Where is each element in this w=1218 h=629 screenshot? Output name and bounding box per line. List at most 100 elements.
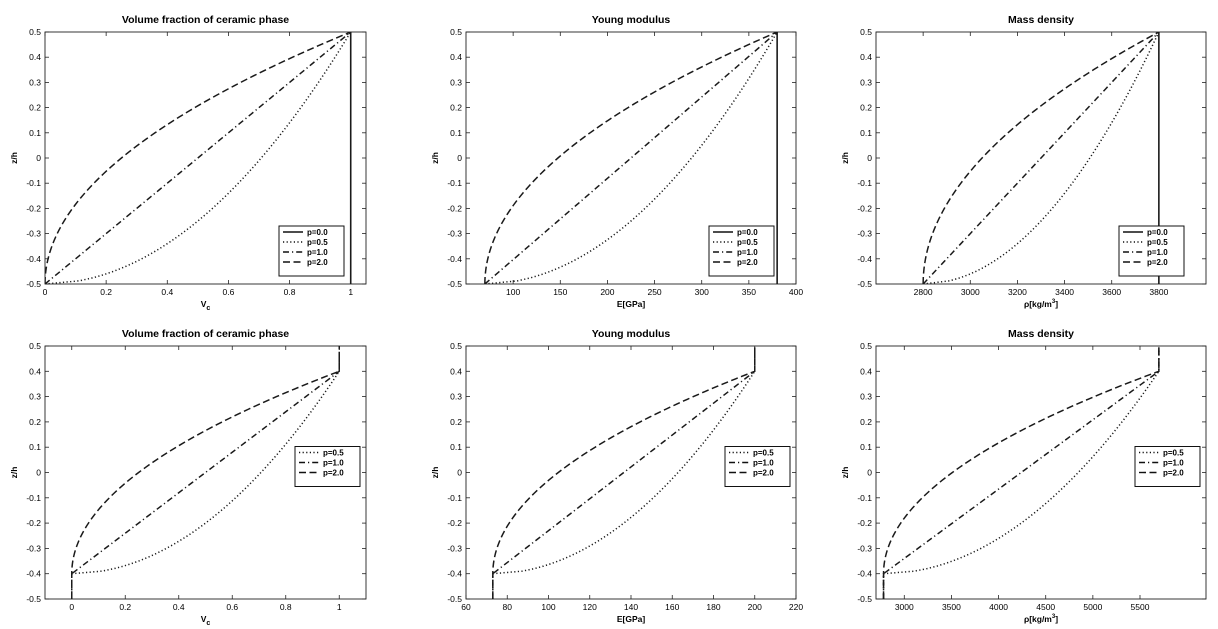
legend-label: p=1.0 [753,459,774,468]
y-tick-label: 0 [867,153,872,163]
legend-label: p=0.5 [753,449,774,458]
plot-area [484,32,778,284]
x-tick-label: 100 [541,602,555,612]
x-tick-label: 3000 [895,602,914,612]
legend-label: p=2.0 [307,258,328,267]
y-tick-label: 0.3 [860,392,872,402]
subplot-3: Mass density -0.5 -0.4 -0.3 -0.2 -0.1 0 0.1 0.2 0… [840,14,1207,309]
legend: p=0.0p=0.5p=1.0p=2.0 [708,225,775,277]
legend-label: p=2.0 [1147,258,1168,267]
y-tick-label: 0.2 [450,417,462,427]
series-line-p=1.0 [45,32,352,284]
legend-label: p=1.0 [737,248,758,257]
x-tick-label: 2800 [914,287,933,297]
y-axis-label: z/h [840,152,850,164]
legend: p=0.0p=0.5p=1.0p=2.0 [1118,225,1185,277]
legend-label: p=1.0 [307,248,328,257]
y-axis-label: z/h [9,467,19,479]
series-line-p=1.0 [71,346,340,599]
y-tick-label: -0.1 [26,493,41,503]
y-tick-label: -0.1 [857,493,872,503]
subplot-6: Mass density -0.5 -0.4 -0.3 -0.2 -0.1 0 0.1 0.2 0… [840,328,1207,624]
y-tick-label: 0.5 [29,341,41,351]
legend-box [294,446,361,487]
series-line-p=1.0 [484,32,778,284]
y-tick-label: -0.4 [26,569,41,579]
y-tick-label: -0.3 [447,229,462,239]
legend-label: p=0.0 [737,228,758,237]
y-tick-label: -0.1 [447,178,462,188]
x-tick-label: 200 [748,602,762,612]
y-tick-label: 0.5 [860,341,872,351]
legend-label: p=0.5 [323,449,344,458]
x-tick-label: 1 [337,602,342,612]
y-tick-label: 0.1 [450,128,462,138]
plot-area [45,32,352,284]
x-tick-label: 0.2 [100,287,112,297]
y-tick-label: 0.2 [29,417,41,427]
plot-area [492,346,756,599]
x-tick-label: 3000 [961,287,980,297]
x-tick-label: 60 [461,602,471,612]
x-axis-label-main: E[GPa] [617,299,646,309]
subplot-2: Young modulus -0.5 -0.4 -0.3 -0.2 -0.1 0 0.1 0.2… [430,14,803,309]
x-tick-label: 140 [624,602,638,612]
y-tick-label: 0.4 [29,366,41,376]
y-tick-label: 0.1 [29,128,41,138]
x-axis-label-main: V [201,614,207,624]
x-tick-label: 3800 [1149,287,1168,297]
plot-area [882,346,1160,599]
legend-label: p=0.5 [307,238,328,247]
x-tick-label: 0.4 [173,602,185,612]
series-line-p=2.0 [492,346,756,599]
y-tick-label: -0.4 [26,254,41,264]
x-axis-label-main: E[GPa] [617,614,646,624]
x-tick-label: 200 [600,287,614,297]
x-tick-label: 100 [506,287,520,297]
x-tick-label: 350 [742,287,756,297]
x-tick-label: 3600 [1102,287,1121,297]
legend-label: p=2.0 [737,258,758,267]
legend-label: p=2.0 [1163,469,1184,478]
y-tick-label: 0 [457,153,462,163]
y-tick-label: -0.5 [857,279,872,289]
y-tick-label: -0.5 [447,594,462,604]
legend-label: p=2.0 [323,469,344,478]
x-tick-label: 0.4 [161,287,173,297]
y-tick-label: -0.2 [857,518,872,528]
legend-box [724,446,791,487]
y-tick-label: 0.1 [860,442,872,452]
y-axis-label: z/h [430,467,440,479]
y-tick-label: 0.4 [450,52,462,62]
x-axis-label: ρ[kg/m3] [1024,299,1058,309]
y-tick-label: -0.1 [26,178,41,188]
y-tick-label: 0.1 [860,128,872,138]
legend: p=0.0p=0.5p=1.0p=2.0 [278,225,345,277]
y-tick-label: -0.3 [26,543,41,553]
series-line-p=0.5 [882,346,1160,599]
x-tick-label: 0 [69,602,74,612]
y-tick-label: 0.5 [450,341,462,351]
y-tick-label: 0.1 [450,442,462,452]
y-tick-label: -0.5 [447,279,462,289]
series-line-p=2.0 [922,32,1160,284]
y-tick-label: -0.2 [857,203,872,213]
x-tick-label: 3500 [942,602,961,612]
legend-label: p=0.0 [1147,228,1168,237]
legend-label: p=0.5 [1147,238,1168,247]
y-tick-label: -0.2 [26,203,41,213]
y-tick-label: -0.4 [857,569,872,579]
legend: p=0.5p=1.0p=2.0 [294,446,361,487]
legend-box [1118,225,1185,277]
y-tick-label: -0.1 [447,493,462,503]
y-tick-label: -0.5 [857,594,872,604]
x-tick-label: 5000 [1083,602,1102,612]
y-tick-label: 0 [36,153,41,163]
x-axis-label-superscript: 3 [1052,614,1056,620]
y-tick-label: 0.2 [29,103,41,113]
chart-title: Volume fraction of ceramic phase [122,328,289,340]
y-tick-label: -0.4 [857,254,872,264]
legend-label: p=0.0 [307,228,328,237]
x-tick-label: 150 [553,287,567,297]
x-axis-label: E[GPa] [617,299,646,309]
